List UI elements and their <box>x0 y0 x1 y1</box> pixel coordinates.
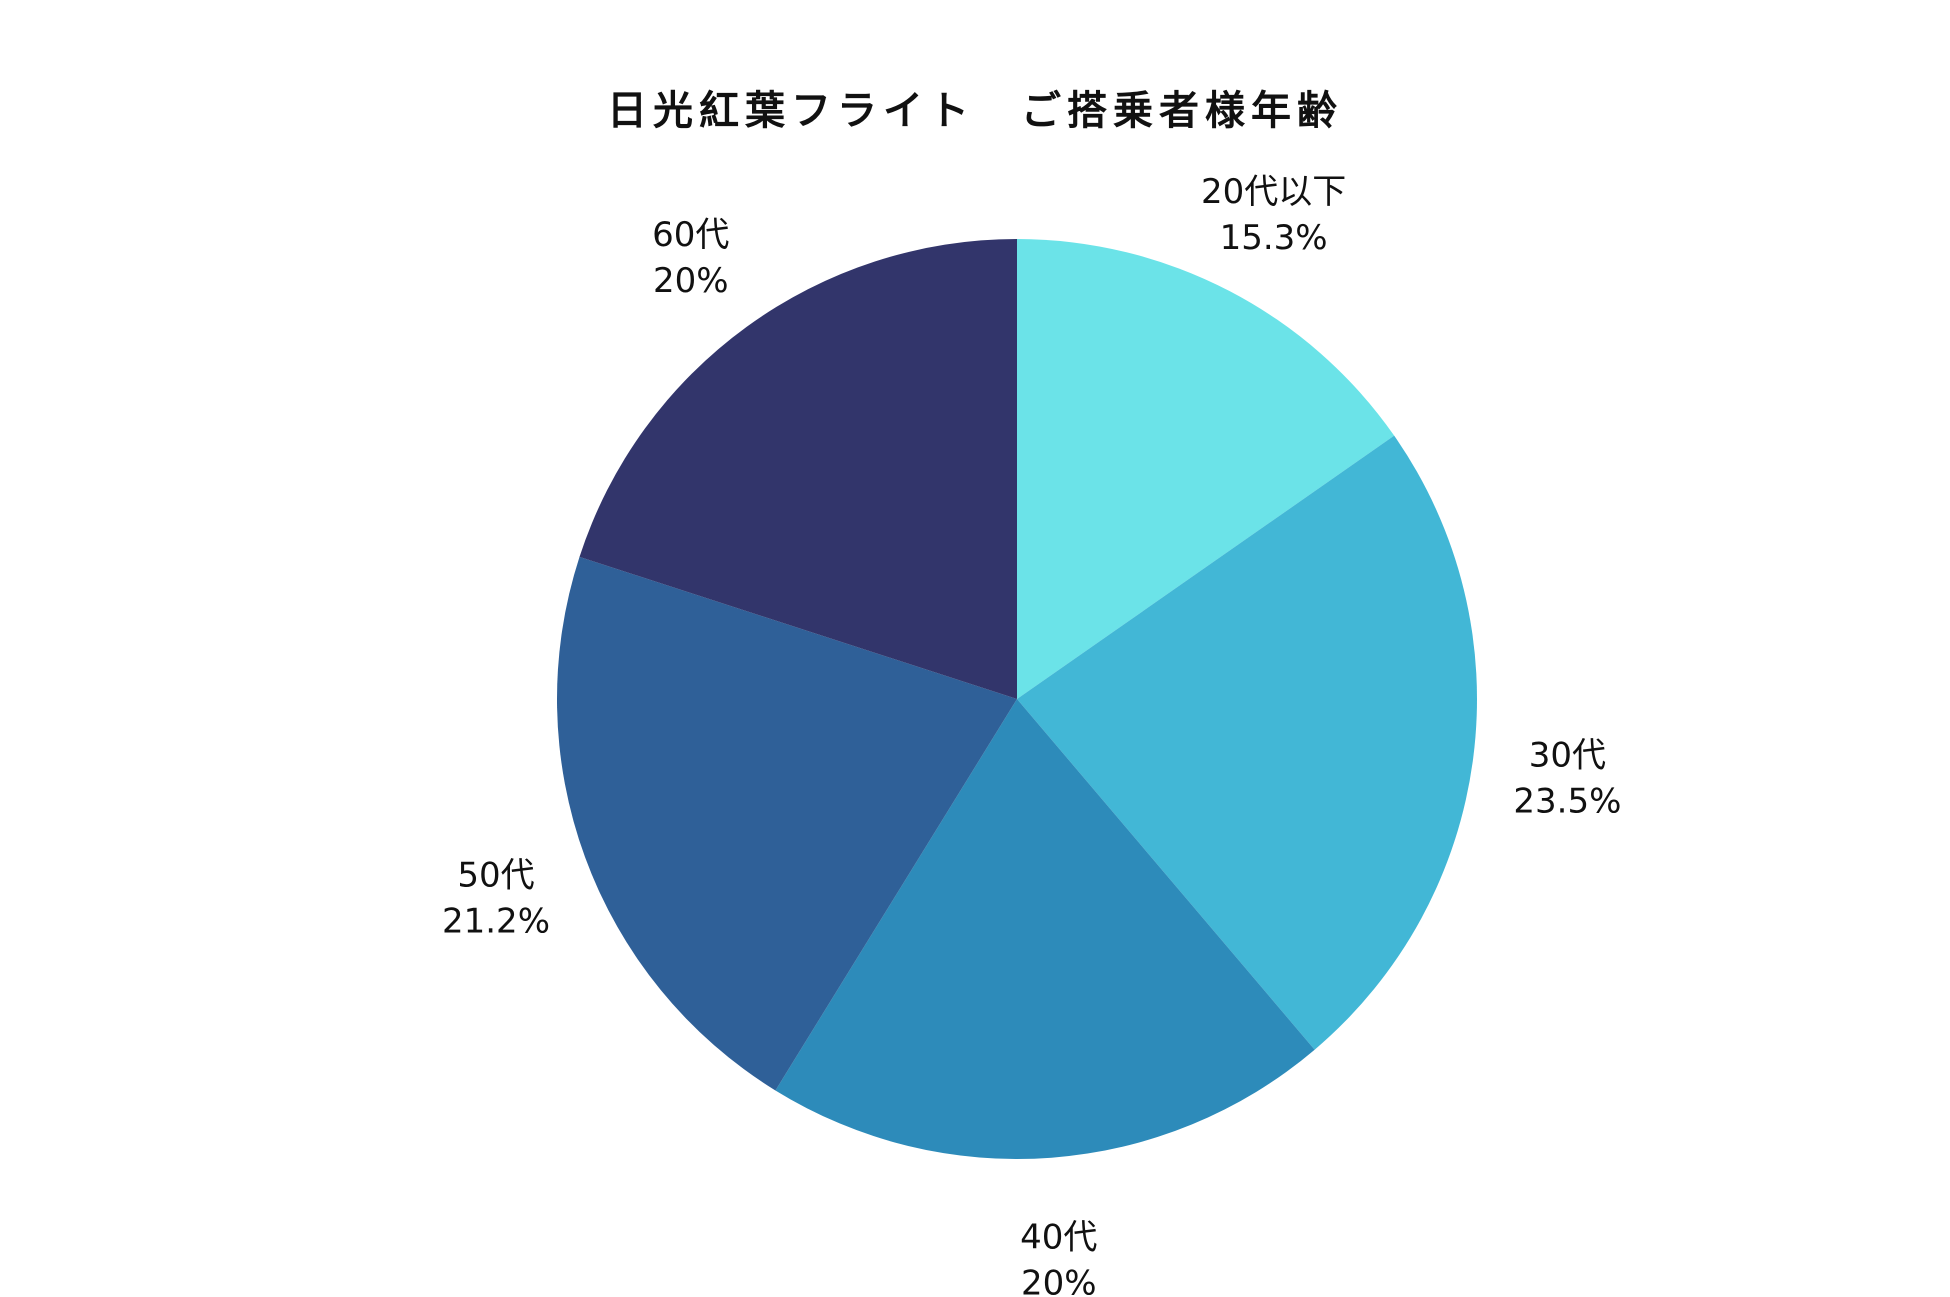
pie-slice <box>775 699 1315 1160</box>
slice-category-label: 40代 <box>1020 1217 1097 1257</box>
slice-value-label: 15.3% <box>1220 218 1328 258</box>
slice-value-label: 21.2% <box>442 901 550 941</box>
slice-value-label: 20% <box>653 261 729 301</box>
slice-value-label: 23.5% <box>1513 781 1621 821</box>
pie-slice <box>1017 435 1478 1050</box>
slice-category-label: 20代以下 <box>1201 172 1346 212</box>
slice-category-label: 60代 <box>652 215 729 255</box>
chart-title: 日光紅葉フライト ご搭乗者様年齢 <box>607 88 1343 134</box>
slice-category-label: 30代 <box>1529 735 1606 775</box>
pie-slice <box>556 556 1017 1091</box>
pie-slice <box>1017 239 1395 699</box>
pie-slice <box>579 239 1017 699</box>
slice-value-label: 20% <box>1021 1263 1097 1297</box>
slice-category-label: 50代 <box>457 855 534 895</box>
